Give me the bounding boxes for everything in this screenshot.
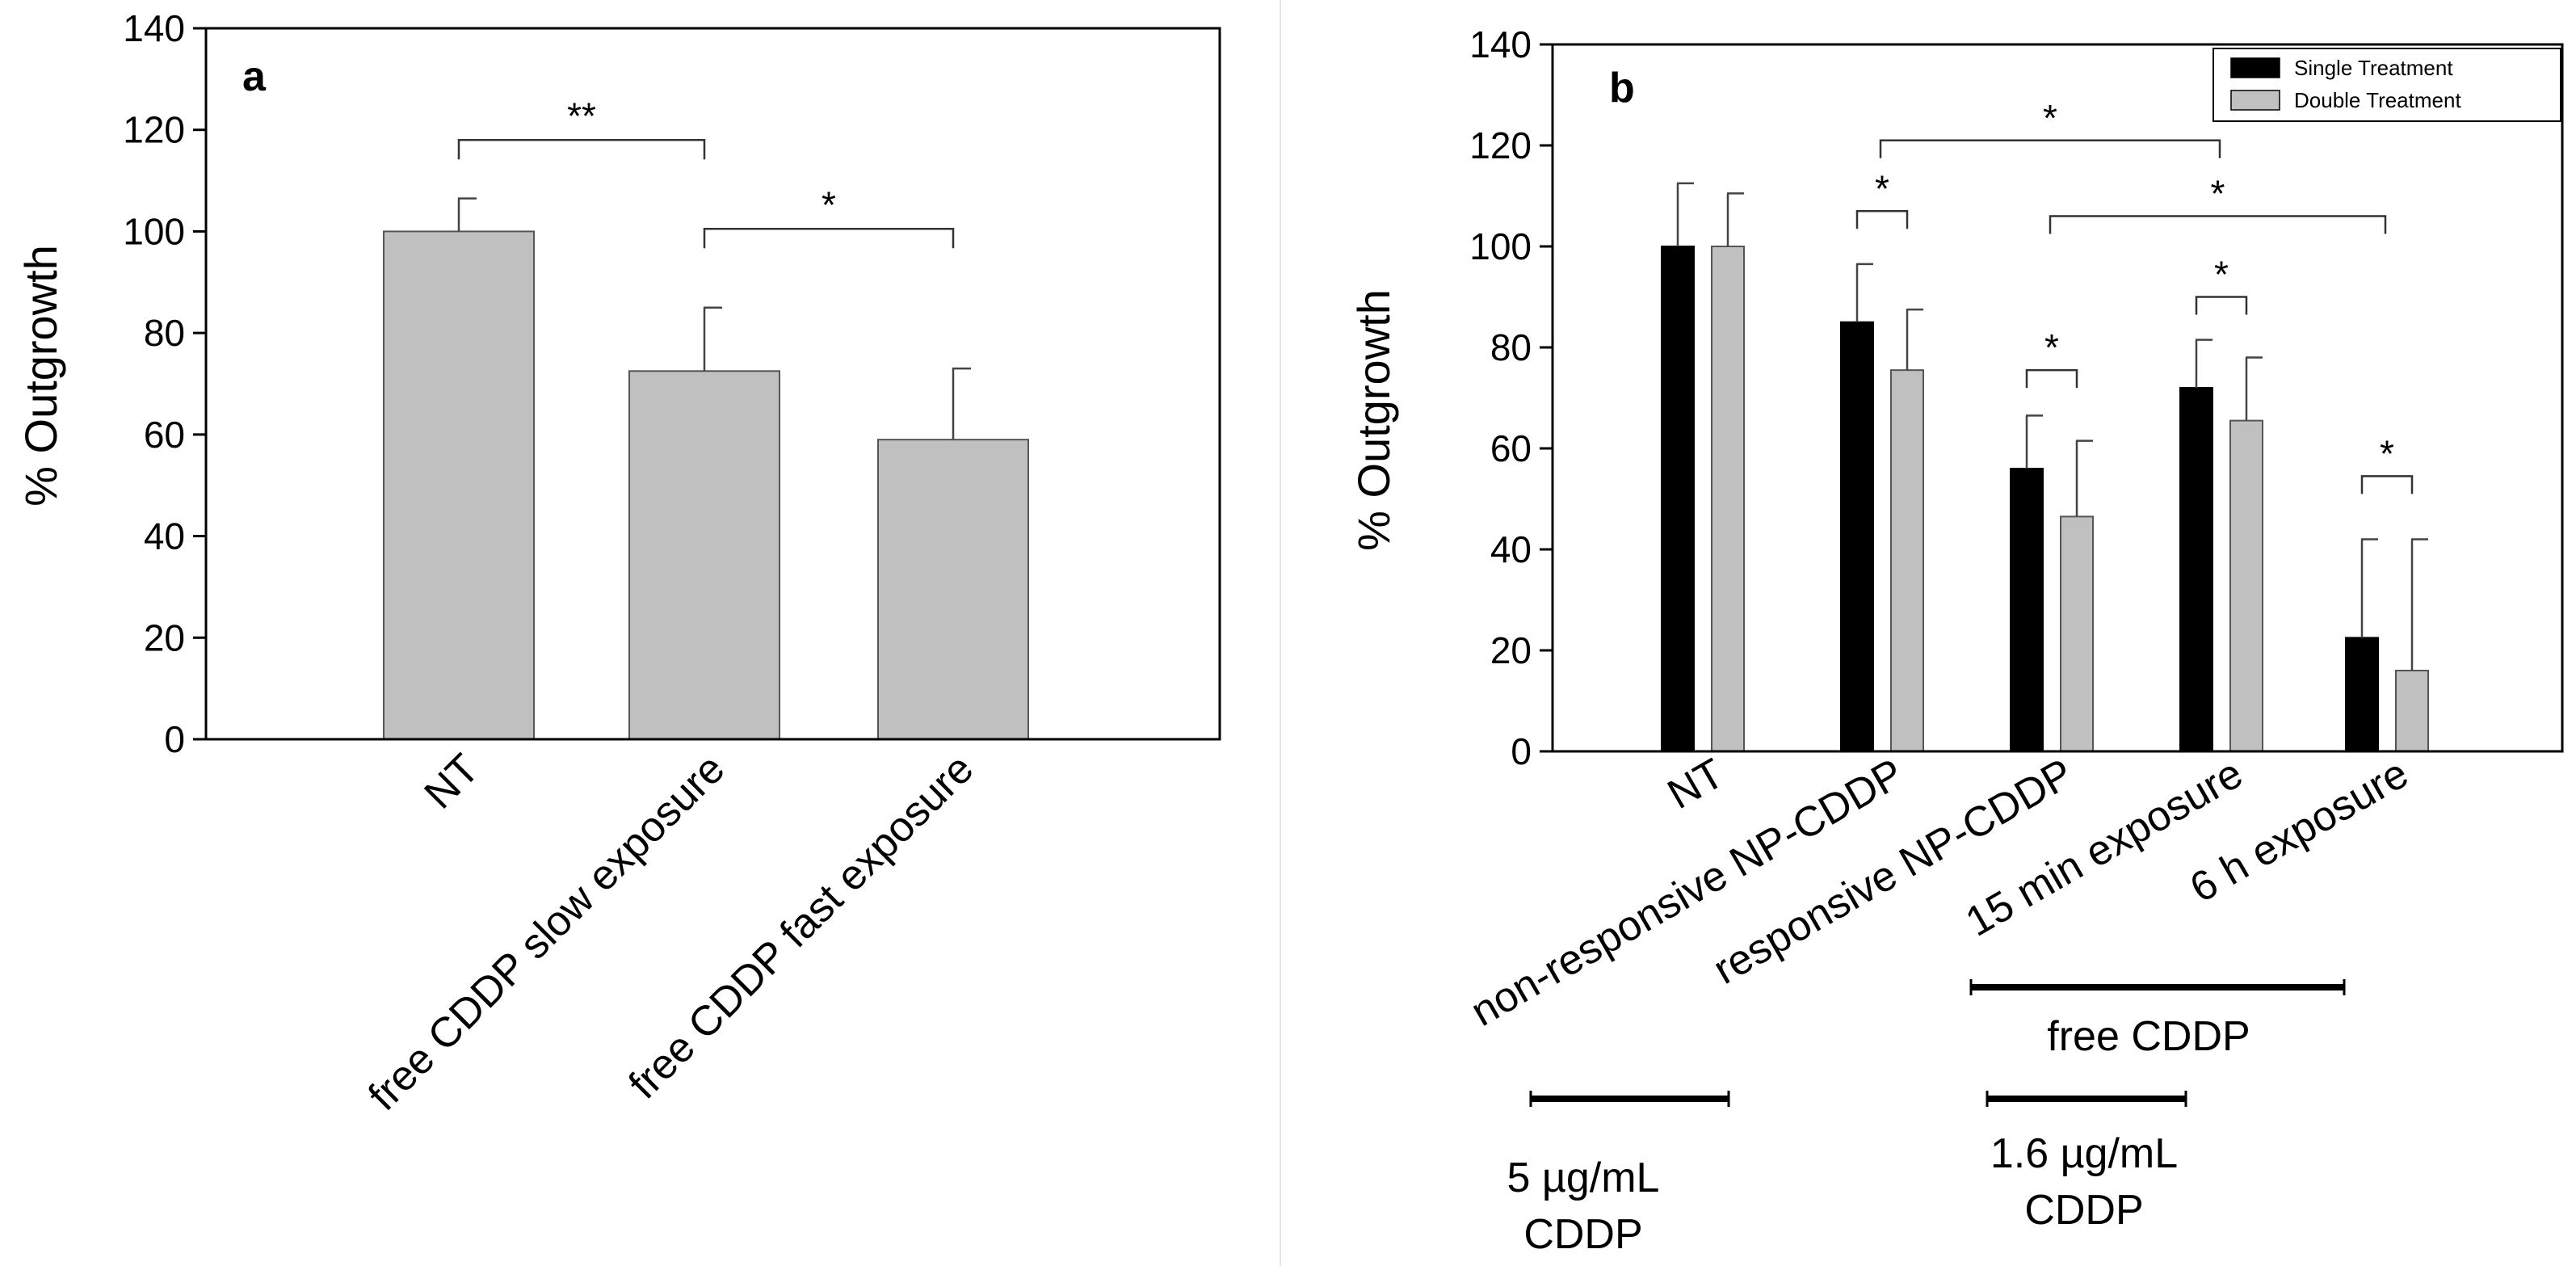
panel-b-bar-single-treatment-6-h-exposure	[2345, 637, 2379, 752]
panel-b-bar-double-treatment-non-responsive-np-cddp	[1890, 369, 1924, 752]
panel-b-significance-bracket	[2195, 296, 2248, 315]
panel-b-bar-single-treatment-non-responsive-np-cddp	[1840, 321, 1874, 752]
legend-swatch-double-treatment	[2230, 90, 2280, 111]
group-label-5ug-line2: CDDP	[1523, 1211, 1642, 1258]
panel-a-y-tick-label: 20	[144, 616, 185, 658]
panel-a-y-tick-label: 140	[123, 7, 185, 49]
panel-a-y-tick-label: 40	[144, 515, 185, 557]
panel-a-plot-frame	[204, 27, 1221, 741]
panel-a-significance-bracket	[703, 228, 955, 249]
panel-a-significance-marker: **	[567, 95, 596, 137]
panel-b-y-tick-label: 60	[1490, 427, 1532, 469]
panel-b-significance-marker: *	[2214, 254, 2229, 296]
legend-swatch-single-treatment	[2230, 57, 2280, 78]
group-label-free-cddp: free CDDP	[2047, 1013, 2250, 1060]
panel-a-y-axis-title: % Outgrowth	[15, 245, 66, 507]
panel-b-significance-marker: *	[2044, 326, 2059, 368]
panel-a-bar-free-cddp-fast-exposure	[877, 439, 1029, 741]
panel-b-y-tick-label: 40	[1490, 528, 1532, 570]
panel-b-plot-frame	[1551, 43, 2564, 753]
panel-a-significance-marker: *	[822, 183, 836, 225]
panel-b-legend: Single Treatment Double Treatment	[2213, 48, 2561, 122]
panel-b-bar-double-treatment-nt	[1711, 246, 1745, 752]
panel-b-y-tick-label: 80	[1490, 326, 1532, 368]
panel-b-y-tick-label: 120	[1469, 124, 1532, 166]
panel-b-significance-bracket	[1855, 210, 1909, 229]
panel-b-bar-single-treatment-responsive-np-cddp	[2010, 468, 2044, 752]
panel-a-y-tick-label: 120	[123, 109, 185, 151]
panel-a-y-tick-label: 60	[144, 414, 185, 456]
panel-b-bar-single-treatment-nt	[1661, 246, 1695, 752]
legend-label-single-treatment: Single Treatment	[2294, 56, 2453, 80]
group-label-1-6ug-line2: CDDP	[2024, 1187, 2143, 1234]
panel-a-y-tick-label: 100	[123, 210, 185, 252]
panel-b-significance-bracket	[1879, 139, 2221, 158]
panel-b-significance-marker: *	[2211, 173, 2225, 215]
panel-b-significance-bracket	[2360, 475, 2414, 494]
panel-b-significance-bracket	[2025, 368, 2078, 389]
panel-b-y-tick-label: 0	[1511, 730, 1532, 772]
panel-b-letter: b	[1609, 65, 1635, 111]
panel-b-y-tick-label: 100	[1469, 225, 1532, 267]
panel-b-bar-double-treatment-6-h-exposure	[2395, 670, 2429, 752]
panel-a-y-tick-label: 0	[164, 718, 185, 760]
panel-b-y-tick-label: 20	[1490, 629, 1532, 671]
panel-a-y-tick-label: 80	[144, 312, 185, 354]
panel-b-significance-marker: *	[1875, 167, 1889, 209]
panel-a-letter: a	[242, 53, 267, 100]
legend-label-double-treatment: Double Treatment	[2294, 88, 2461, 112]
panel-b-bar-double-treatment-15-min-exposure	[2229, 419, 2263, 752]
panel-b-significance-marker: *	[2380, 432, 2394, 474]
panel-a-bar-free-cddp-slow-exposure	[628, 370, 780, 740]
panel-a-bar-nt	[383, 230, 535, 740]
panel-a-significance-bracket	[457, 139, 706, 160]
panel-b-significance-marker: *	[2043, 97, 2057, 139]
panel-b-bar-double-treatment-responsive-np-cddp	[2060, 515, 2094, 752]
panel-b-y-tick-label: 140	[1469, 23, 1532, 65]
panel-b-y-axis-title: % Outgrowth	[1348, 289, 1399, 551]
group-label-5ug-line1: 5 µg/mL	[1507, 1155, 1660, 1201]
panel-b-bar-single-treatment-15-min-exposure	[2179, 387, 2213, 752]
group-label-1-6ug-line1: 1.6 µg/mL	[1990, 1130, 2178, 1177]
panel-b-significance-bracket	[2049, 215, 2387, 234]
